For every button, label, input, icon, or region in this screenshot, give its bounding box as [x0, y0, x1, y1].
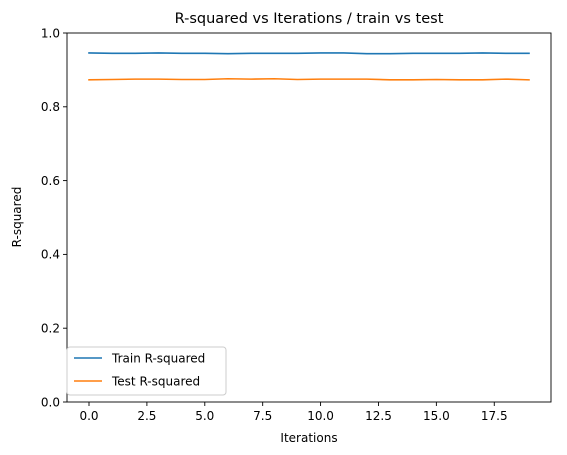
x-axis: 0.0 2.5 5.0 7.5 10.0 12.5 15.0 17.5 — [79, 402, 508, 423]
y-tick-label: 1.0 — [41, 26, 60, 40]
y-axis: 0.0 0.2 0.4 0.6 0.8 1.0 — [41, 26, 67, 409]
x-axis-label: Iterations — [280, 431, 337, 445]
plot-background — [67, 33, 551, 402]
series-line-test — [88, 77, 530, 81]
series-layer — [88, 52, 530, 81]
y-tick-label: 0.4 — [41, 248, 60, 262]
series-line-train — [88, 52, 530, 55]
x-tick-label: 10.0 — [307, 409, 334, 423]
legend: Train R-squared Test R-squared — [66, 346, 227, 396]
plot-area — [66, 32, 552, 403]
x-tick-label: 17.5 — [481, 409, 508, 423]
legend-label-test: Test R-squared — [111, 375, 200, 389]
x-tick-label: 0.0 — [79, 409, 98, 423]
chart-title: R-squared vs Iterations / train vs test — [175, 11, 444, 27]
legend-label-train: Train R-squared — [111, 352, 205, 366]
y-axis-label: R-squared — [10, 187, 24, 248]
legend-frame — [66, 346, 227, 396]
y-tick-label: 0.2 — [41, 322, 60, 336]
y-tick-label: 0.8 — [41, 100, 60, 114]
plot-frame — [66, 32, 552, 403]
x-tick-label: 15.0 — [423, 409, 450, 423]
x-tick-label: 5.0 — [195, 409, 214, 423]
x-tick-label: 12.5 — [365, 409, 392, 423]
x-tick-label: 7.5 — [253, 409, 272, 423]
x-tick-label: 2.5 — [137, 409, 156, 423]
y-tick-label: 0.0 — [41, 395, 60, 409]
y-tick-label: 0.6 — [41, 174, 60, 188]
